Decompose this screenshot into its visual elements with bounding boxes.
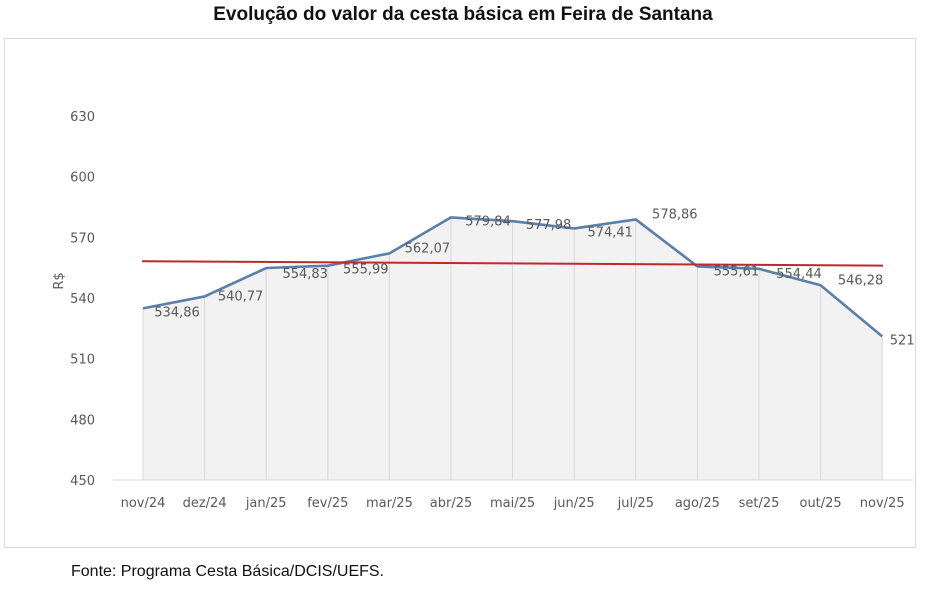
x-tick-label: abr/25 <box>430 496 473 511</box>
data-label: 555,61 <box>714 264 760 279</box>
x-tick-label: ago/25 <box>675 496 720 511</box>
chart-title: Evolução do valor da cesta básica em Fei… <box>213 4 713 25</box>
source-note: Fonte: Programa Cesta Básica/DCIS/UEFS. <box>71 563 384 580</box>
x-tick-label: fev/25 <box>307 496 348 511</box>
data-label: 579,84 <box>465 214 511 229</box>
y-tick-label: 600 <box>70 171 95 186</box>
data-label: 540,77 <box>218 289 264 304</box>
y-tick-label: 450 <box>70 474 95 489</box>
data-label: 577,98 <box>526 218 572 233</box>
x-tick-label: jan/25 <box>245 496 287 511</box>
x-tick-label: nov/24 <box>121 496 166 511</box>
trend-line <box>141 260 884 267</box>
x-tick-label: mai/25 <box>490 496 535 511</box>
y-tick-label: 630 <box>70 110 95 125</box>
data-label: 574,41 <box>587 225 633 240</box>
y-tick-label: 540 <box>70 292 95 307</box>
series-line-valor <box>142 216 884 338</box>
data-label: 555,99 <box>343 263 389 278</box>
data-label: 534,86 <box>154 305 200 320</box>
data-label: 562,07 <box>405 241 451 256</box>
data-label: 554,83 <box>282 267 328 282</box>
data-label: 578,86 <box>652 207 698 222</box>
line-chart: 450 480 510 540 570 600 630 nov/24 dez/24 jan/25… <box>52 110 915 511</box>
y-tick-label: 570 <box>70 231 95 246</box>
y-axis-label: R$ <box>52 272 67 289</box>
chart-frame: 450 480 510 540 570 600 630 nov/24 dez/24 jan/25… <box>4 38 916 548</box>
x-tick-label: dez/24 <box>183 496 227 511</box>
data-label: 554,44 <box>776 267 822 282</box>
data-label: 546,28 <box>838 273 884 288</box>
y-tick-label: 480 <box>70 413 95 428</box>
x-tick-label: out/25 <box>799 496 841 511</box>
data-label: 521 <box>890 333 915 348</box>
x-tick-label: mar/25 <box>366 496 413 511</box>
x-tick-label: set/25 <box>739 496 780 511</box>
y-tick-label: 510 <box>70 353 95 368</box>
x-tick-label: jul/25 <box>617 496 654 511</box>
x-tick-label: jun/25 <box>553 496 595 511</box>
x-tick-label: nov/25 <box>860 496 905 511</box>
